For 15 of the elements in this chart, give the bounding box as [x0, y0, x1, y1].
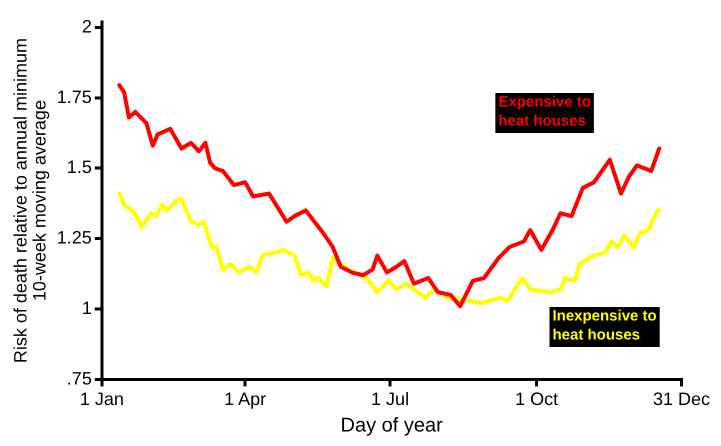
y-axis-title: Risk of death relative to annual minimum 10-week moving average [10, 38, 50, 364]
y-tick-label: 2 [82, 16, 92, 36]
x-tick-label: 1 Oct [515, 389, 558, 410]
x-tick-label: 1 Jul [371, 389, 410, 410]
x-axis-title: Day of year [340, 414, 444, 437]
text: Expensive to heat houses [498, 94, 591, 130]
x-tick-label: 1 Apr [224, 389, 266, 410]
x-tick-label: 31 Dec [652, 389, 710, 410]
y-tick-label: .75 [66, 368, 92, 388]
y-tick-label: 1 [82, 298, 92, 318]
y-tick-label: 1.5 [66, 157, 92, 178]
y-tick-label: 1.75 [56, 86, 92, 107]
x-tick-label: 1 Jan [80, 389, 124, 410]
y-tick-label: 1.25 [56, 228, 92, 248]
series-label: Inexpensive to heat houses [552, 308, 657, 344]
